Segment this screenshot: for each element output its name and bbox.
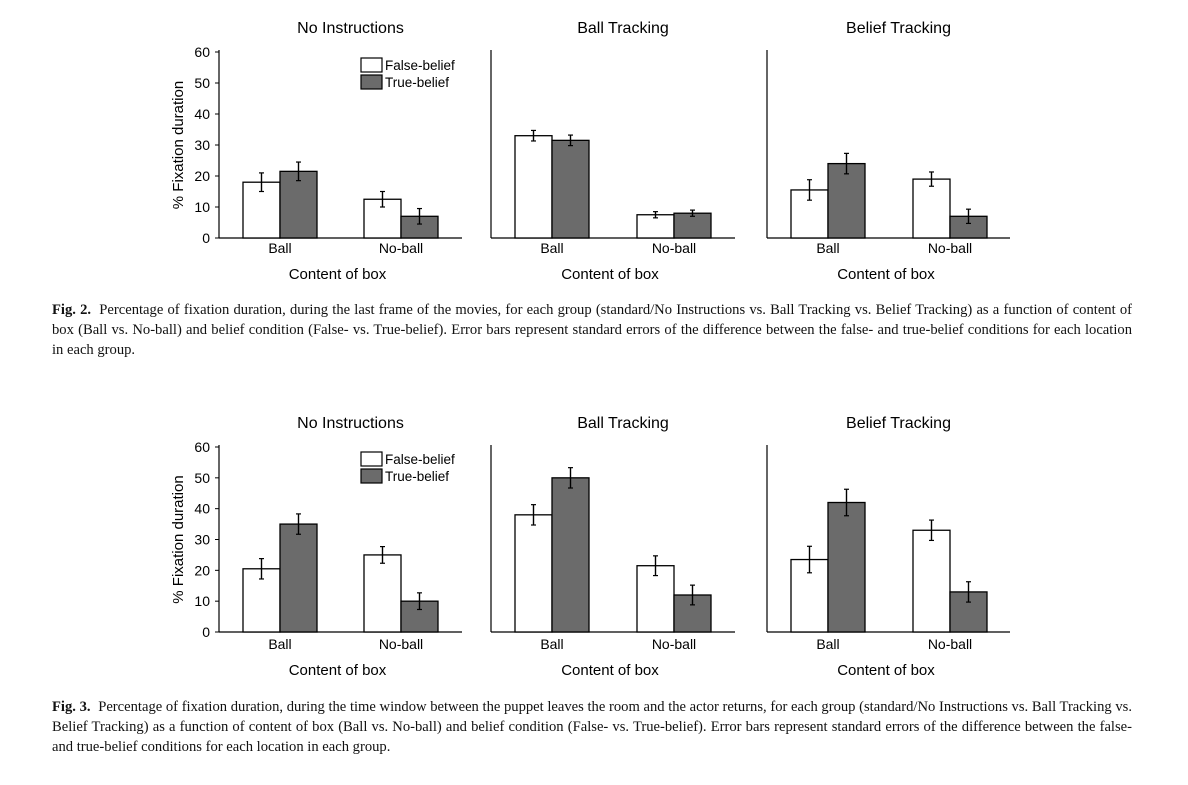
fig2-panel-1-bar-true-belief-ball (279, 170, 318, 239)
fig2-legend-false-belief-label: False-belief (385, 58, 455, 73)
fig3-panel-1-bar-false-belief-no-ball (363, 554, 402, 633)
fig2-panel-1-y-tick-label: 50 (194, 75, 210, 91)
fig2-panel-2-x-axis-label: Content of box (561, 266, 659, 283)
fig2-panel-2-category-label: No-ball (652, 240, 696, 256)
fig3-panel-1-x-axis-label: Content of box (289, 662, 387, 679)
fig3-panel-1-y-tick-label: 40 (194, 501, 210, 517)
fig3-panel-3-bar-true-belief-ball (827, 501, 866, 633)
fig2-panel-1-y-tick-label: 20 (194, 168, 210, 184)
fig3-panel-3-title: Belief Tracking (846, 415, 951, 432)
fig3-panel-1-y-tick-label: 60 (194, 439, 210, 455)
fig2-legend-true-belief-swatch (360, 74, 383, 90)
figure-3-caption-text: Percentage of fixation duration, during … (52, 699, 1132, 755)
fig3-panel-2-bar-true-belief-ball (551, 477, 590, 633)
fig3-y-axis-label: % Fixation duration (170, 475, 187, 603)
fig3-panel-3-category-label: No-ball (928, 636, 972, 652)
fig3-panel-1-title: No Instructions (297, 415, 404, 432)
fig3-panel-2-bar-false-belief-no-ball (636, 565, 675, 633)
figure-2-caption-text: Percentage of fixation duration, during … (52, 302, 1133, 358)
fig2-panel-1-y-tick-label: 10 (194, 199, 210, 215)
fig2-panel-3-title: Belief Tracking (846, 20, 951, 37)
figure-3-caption: Fig. 3. Percentage of fixation duration,… (52, 697, 1132, 757)
fig2-panel-3-category-label: No-ball (928, 240, 972, 256)
fig2-panel-2-title: Ball Tracking (577, 20, 669, 37)
fig2-panel-1-category-label: No-ball (379, 240, 423, 256)
fig2-legend-true-belief-label: True-belief (385, 75, 449, 90)
fig3-panel-3-bar-false-belief-no-ball (912, 529, 951, 633)
fig2-panel-1-y-tick-label: 60 (194, 44, 210, 60)
fig3-panel-3-category-label: Ball (816, 636, 839, 652)
fig2-y-axis-label: % Fixation duration (170, 81, 187, 209)
fig3-legend-false-belief-label: False-belief (385, 452, 455, 467)
fig2-panel-3-x-axis-label: Content of box (837, 266, 935, 283)
fig3-panel-1-bar-true-belief-ball (279, 523, 318, 633)
figure-2-caption: Fig. 2. Percentage of fixation duration,… (52, 300, 1132, 360)
fig3-panel-1-category-label: No-ball (379, 636, 423, 652)
fig3-panel-1-y-tick-label: 10 (194, 593, 210, 609)
fig3-panel-1-y-tick-label: 0 (202, 624, 210, 640)
fig2-panel-1-y-tick-label: 0 (202, 230, 210, 246)
fig3-panel-2-category-label: No-ball (652, 636, 696, 652)
figure-3-label: Fig. 3. (52, 699, 91, 715)
fig3-legend-true-belief-label: True-belief (385, 469, 449, 484)
fig3-panel-1-y-tick-label: 50 (194, 470, 210, 486)
fig2-panel-1-y-tick-label: 40 (194, 106, 210, 122)
fig3-panel-1-y-tick-label: 20 (194, 562, 210, 578)
fig2-panel-3-bar-true-belief-ball (827, 162, 866, 239)
fig3-panel-3-x-axis-label: Content of box (837, 662, 935, 679)
fig2-panel-1-y-tick-label: 30 (194, 137, 210, 153)
fig2-panel-2-bar-true-belief-no-ball (673, 212, 712, 239)
fig2-panel-2-category-label: Ball (540, 240, 563, 256)
fig2-panel-1-category-label: Ball (268, 240, 291, 256)
fig3-panel-2-bar-false-belief-ball (514, 514, 553, 633)
fig3-panel-2-x-axis-label: Content of box (561, 662, 659, 679)
fig3-panel-1-y-tick-label: 30 (194, 532, 210, 548)
fig3-legend-false-belief-swatch (360, 451, 383, 467)
figure-2-label: Fig. 2. (52, 302, 92, 318)
fig2-legend-false-belief-swatch (360, 57, 383, 73)
fig3-panel-2-category-label: Ball (540, 636, 563, 652)
fig2-panel-1-x-axis-label: Content of box (289, 266, 387, 283)
fig2-panel-2-bar-false-belief-ball (514, 135, 553, 239)
fig2-panel-3-bar-false-belief-no-ball (912, 178, 951, 239)
fig2-panel-3-category-label: Ball (816, 240, 839, 256)
fig3-legend-true-belief-swatch (360, 468, 383, 484)
fig3-panel-1-category-label: Ball (268, 636, 291, 652)
fig2-panel-1-title: No Instructions (297, 20, 404, 37)
fig3-panel-2-title: Ball Tracking (577, 415, 669, 432)
fig2-panel-2-bar-true-belief-ball (551, 139, 590, 239)
